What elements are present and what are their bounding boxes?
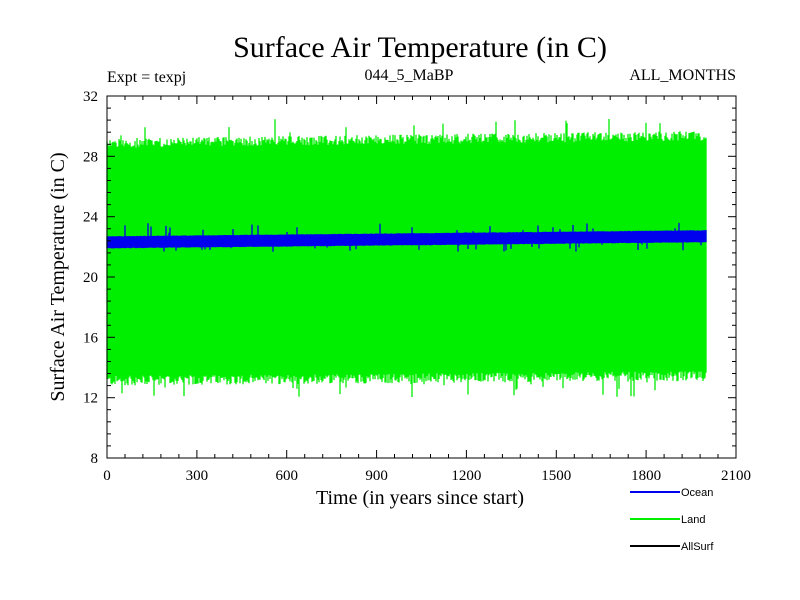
legend: Ocean Land AllSurf: [630, 487, 714, 553]
y-axis-label: Surface Air Temperature (in C): [47, 152, 69, 401]
x-tick-label: 0: [103, 468, 111, 484]
legend-item-allsurf: AllSurf: [630, 541, 714, 553]
y-tick-label: 32: [83, 89, 98, 105]
x-axis-label: Time (in years since start): [316, 487, 524, 509]
series-land: [106, 119, 707, 397]
subtitle-period: 044_5_MaBP: [365, 67, 454, 84]
legend-label: Ocean: [681, 487, 713, 499]
legend-label: Land: [681, 514, 705, 526]
x-tick-label: 900: [365, 468, 388, 484]
axis-tick-labels: 0 300 600 900 1200 1500 1800 2100 8 12 16 20 24 28 32: [83, 89, 751, 484]
subtitle-months: ALL_MONTHS: [629, 67, 736, 84]
subtitle-experiment: Expt = texpj: [107, 69, 186, 86]
x-tick-label: 600: [275, 468, 298, 484]
axis-ticks: [106, 95, 737, 459]
x-tick-label: 1200: [451, 468, 481, 484]
chart-title: Surface Air Temperature (in C): [233, 31, 607, 64]
y-tick-label: 28: [83, 149, 98, 165]
x-tick-label: 2100: [721, 468, 751, 484]
legend-label: AllSurf: [681, 541, 714, 553]
legend-item-land: Land: [630, 514, 705, 526]
y-tick-label: 20: [83, 270, 98, 286]
legend-item-ocean: Ocean: [630, 487, 713, 499]
y-tick-label: 24: [83, 210, 99, 226]
x-tick-label: 1500: [541, 468, 571, 484]
y-tick-label: 16: [83, 330, 99, 346]
y-tick-label: 12: [83, 391, 98, 407]
series-layer: [106, 119, 707, 397]
y-tick-label: 8: [91, 451, 99, 467]
x-tick-label: 1800: [631, 468, 661, 484]
x-tick-label: 300: [186, 468, 209, 484]
